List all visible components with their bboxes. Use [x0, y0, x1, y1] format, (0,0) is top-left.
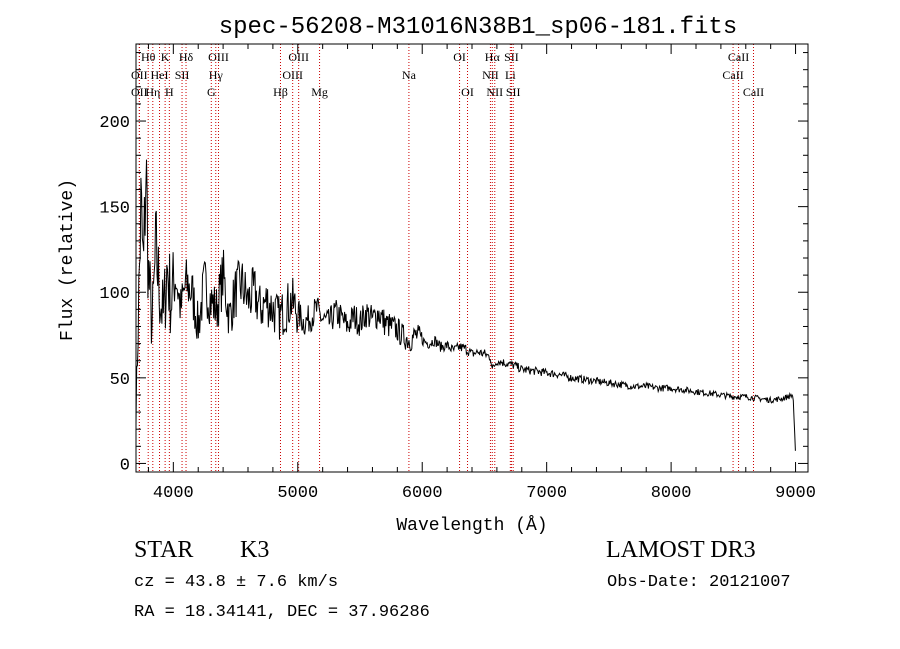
line-marker-label: Na [402, 68, 417, 82]
x-tick-label: 8000 [651, 484, 692, 503]
line-marker-label: G [207, 85, 216, 99]
line-marker-label: Mg [311, 85, 328, 99]
plot-frame [135, 43, 809, 473]
observation-date: Obs-Date: 20121007 [607, 573, 791, 592]
line-marker-label: Hη [145, 85, 160, 99]
x-axis-ticks: 4000 5000 6000 7000 8000 9000 [147, 44, 816, 503]
line-marker-label: NII [482, 68, 499, 82]
line-marker-label: OI [453, 50, 466, 64]
line-marker-label: Hδ [179, 50, 194, 64]
line-marker-label: Li [505, 68, 516, 82]
line-marker-label: Hα [485, 50, 501, 64]
line-marker-label: OI [461, 85, 474, 99]
x-tick-label: 7000 [526, 484, 567, 503]
line-marker-label: CaII [743, 85, 764, 99]
line-marker-label: CaII [722, 68, 743, 82]
line-marker-label: H [165, 85, 174, 99]
y-tick-label: 50 [110, 371, 130, 390]
line-marker-label: OIII [208, 50, 229, 64]
line-marker-label: K [161, 50, 170, 64]
x-axis-label: Wavelength (Å) [396, 515, 547, 536]
line-marker-label: Hθ [141, 50, 156, 64]
redshift-value: cz = 43.8 ± 7.6 km/s [134, 573, 339, 592]
x-tick-label: 6000 [402, 484, 443, 503]
y-axis-ticks: 0 50 100 150 200 [99, 52, 808, 475]
chart-title: spec-56208-M31016N38B1_sp06-181.fits [219, 14, 737, 41]
x-tick-label: 5000 [277, 484, 318, 503]
line-marker-label: Hγ [209, 68, 224, 82]
y-axis-label: Flux (relative) [58, 179, 78, 341]
object-class: STAR [134, 537, 194, 563]
line-marker-label: OIII [282, 68, 303, 82]
line-marker-label: SII [504, 50, 519, 64]
y-tick-label: 150 [99, 200, 130, 219]
survey-name: LAMOST DR3 [606, 537, 756, 563]
spectrum-line [135, 159, 796, 451]
x-tick-label: 4000 [153, 484, 194, 503]
line-marker-label: OII [131, 85, 148, 99]
y-tick-label: 100 [99, 285, 130, 304]
line-marker-label: SII [506, 85, 521, 99]
y-tick-label: 200 [99, 114, 130, 133]
line-marker-label: Hβ [273, 85, 288, 99]
x-tick-label: 9000 [775, 484, 816, 503]
line-marker-label: SII [175, 68, 190, 82]
y-tick-label: 0 [120, 456, 130, 475]
line-marker-label: NII [486, 85, 503, 99]
line-marker-label: HeI [151, 68, 169, 82]
line-marker-label: CaII [728, 50, 749, 64]
coordinates: RA = 18.34141, DEC = 37.96286 [134, 603, 430, 622]
line-marker-label: OIII [288, 50, 309, 64]
object-subclass: K3 [240, 537, 270, 563]
